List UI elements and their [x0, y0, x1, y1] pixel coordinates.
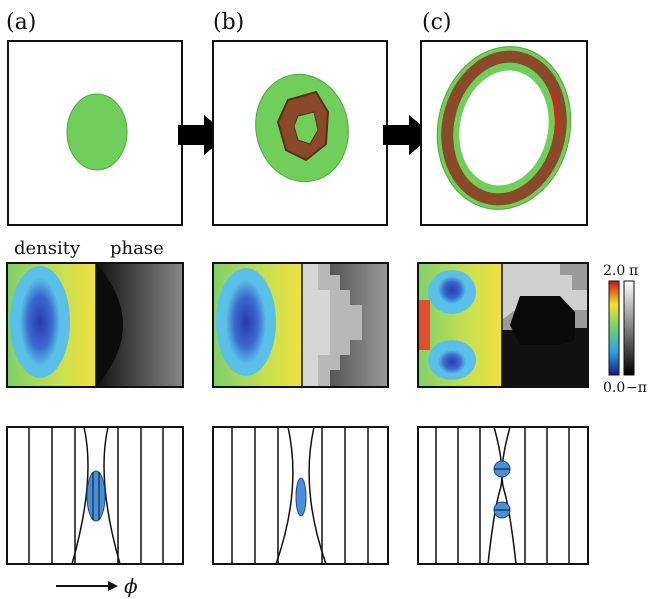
phase-map-a — [96, 263, 183, 387]
vortex-ring-hole — [293, 111, 319, 145]
isosurface-a-graphic — [66, 93, 128, 171]
isosurface-b-graphic — [255, 73, 349, 183]
phi-axis-arrow — [56, 581, 118, 591]
phase-colorbar — [623, 280, 635, 376]
phase-colorbar-max: π — [629, 263, 639, 279]
schematic-a — [6, 426, 184, 565]
schematic-c — [417, 426, 589, 565]
phase-colorbar-min: −π — [626, 380, 647, 396]
isosurface-c-graphic — [436, 46, 572, 210]
map-frame-b — [212, 262, 389, 388]
map-frame-c — [417, 262, 589, 388]
phi-axis-label: ϕ — [124, 574, 138, 598]
density-map-c — [418, 263, 502, 387]
isosurface-panel-a — [7, 40, 183, 226]
phase-label: phase — [110, 238, 164, 259]
condensate-blob — [66, 93, 128, 171]
schematic-b — [212, 426, 389, 565]
density-map-a — [7, 263, 96, 387]
isosurface-panel-c — [420, 40, 588, 226]
panel-label-a: (a) — [6, 10, 37, 35]
density-map-b — [213, 263, 302, 387]
ring-hole — [455, 66, 553, 190]
map-frame-a — [6, 262, 184, 388]
vortex-ring — [441, 50, 567, 206]
ring-highlight-red — [552, 91, 560, 133]
panel-label-c: (c) — [422, 10, 452, 35]
phase-map-c — [502, 263, 588, 387]
vortex-core — [295, 477, 307, 517]
density-colorbar-max: 2.0 — [603, 263, 626, 279]
density-colorbar-min: 0.0 — [603, 380, 626, 396]
density-label: density — [14, 238, 81, 259]
density-colorbar — [608, 280, 620, 376]
phase-map-b — [302, 263, 388, 387]
vortex-core — [86, 470, 106, 522]
panel-label-b: (b) — [213, 10, 245, 35]
